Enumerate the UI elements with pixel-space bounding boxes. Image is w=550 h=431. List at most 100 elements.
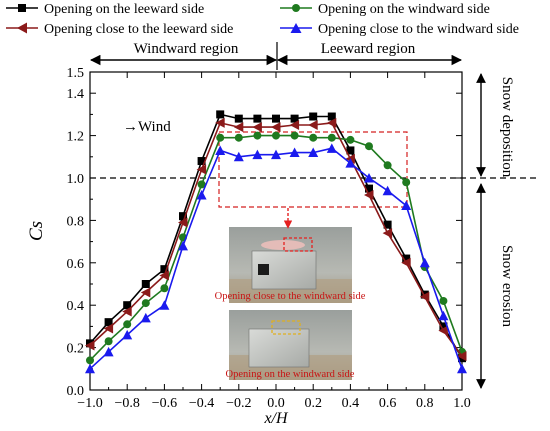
data-point-square [179, 212, 187, 221]
data-point-triangle-left [103, 323, 114, 334]
data-point-circle [383, 161, 392, 170]
data-point-square [160, 265, 169, 274]
data-point-circle [160, 284, 169, 293]
inset-photos: Opening close to the windward side Openi… [215, 131, 408, 380]
data-point-square [402, 254, 411, 263]
data-point-circle [346, 135, 355, 144]
data-point-circle [309, 133, 318, 142]
region-annotations: Windward region Leeward region [89, 41, 463, 70]
side-annotations: Snow deposition Snow erosion [476, 73, 515, 389]
data-point-square [272, 114, 280, 123]
plot-highlight-box [218, 131, 408, 208]
y-tick-label: 1.5 [67, 66, 85, 81]
data-point-triangle-up [271, 149, 281, 160]
data-point-square [104, 318, 113, 327]
y-tick-label: 0.6 [67, 257, 85, 272]
data-point-circle [327, 133, 336, 142]
data-point-triangle-up [103, 346, 114, 357]
legend-marker-triangle-left [17, 22, 27, 34]
y-axis-title: Cs [26, 221, 47, 241]
axis-ticks: −1.0 −0.8 −0.6 −0.4 −0.2 0.0 0.2 0.4 0.6 0.8 1.0 0.… [67, 66, 471, 411]
legend-item-0: Opening on the leeward side [6, 2, 204, 17]
y-tick-label: 1.4 [67, 87, 85, 102]
x-tick-label: −0.4 [189, 396, 214, 411]
data-point-triangle-up [457, 363, 467, 374]
data-point-triangle-left [252, 122, 262, 133]
data-point-triangle-up [382, 185, 393, 196]
snow-deposition-label: Snow deposition [499, 77, 515, 178]
data-point-triangle-up [401, 200, 412, 211]
photo-snow-drift [261, 240, 305, 250]
data-point-circle [365, 142, 373, 151]
data-point-triangle-up [345, 158, 356, 168]
x-tick-label: −0.6 [152, 396, 177, 411]
legend-item-2: Opening close to the leeward side [6, 22, 233, 37]
data-point-circle [197, 180, 206, 189]
y-tick-label: 0.8 [67, 214, 85, 229]
data-point-triangle-up [215, 145, 226, 155]
series-layer [85, 110, 467, 374]
leeward-region-label: Leeward region [321, 41, 416, 57]
data-point-square [197, 157, 206, 166]
inset-photo-top: Opening close to the windward side [215, 227, 366, 303]
legend-label-2: Opening close to the leeward side [44, 22, 233, 37]
data-point-circle [290, 131, 299, 140]
data-point-square [290, 114, 299, 123]
legend-marker-circle [292, 4, 300, 12]
data-point-square [365, 184, 373, 193]
x-tick-label: 0.2 [304, 396, 322, 411]
data-point-triangle-left [159, 270, 169, 281]
data-point-triangle-up [364, 173, 374, 183]
y-tick-label: 0.4 [67, 299, 85, 314]
data-point-triangle-left [233, 122, 244, 133]
series-3 [85, 143, 467, 374]
data-point-square [234, 114, 243, 123]
data-point-triangle-left [215, 117, 225, 128]
data-point-triangle-left [122, 306, 132, 317]
data-point-triangle-up [196, 189, 207, 200]
data-point-square [327, 112, 336, 121]
data-point-triangle-left [196, 164, 207, 175]
legend-label-1: Opening on the windward side [318, 2, 490, 17]
inset-caption-bottom: Opening on the windward side [226, 369, 355, 380]
legend-marker-triangle-up [290, 23, 302, 33]
data-point-triangle-left [289, 120, 300, 130]
windward-region-label: Windward region [134, 41, 239, 57]
data-point-square [141, 280, 150, 288]
data-point-triangle-up [122, 329, 133, 340]
data-point-triangle-left [382, 228, 393, 239]
snow-erosion-label: Snow erosion [499, 245, 515, 328]
data-point-square [123, 301, 132, 310]
data-point-circle [272, 131, 280, 140]
data-point-triangle-up [326, 143, 337, 153]
data-point-triangle-left [85, 340, 95, 351]
y-tick-label: 0.2 [67, 342, 85, 357]
data-point-triangle-left [140, 287, 151, 298]
data-point-circle [216, 133, 225, 142]
legend-label-3: Opening close to the windward side [318, 22, 519, 37]
data-point-triangle-left [364, 189, 374, 200]
x-axis-title: x/H [263, 410, 289, 427]
y-tick-label: 1.2 [67, 130, 85, 145]
y-tick-label: 1.0 [67, 172, 85, 187]
photo-highlight-box [271, 320, 301, 335]
data-point-square [216, 110, 225, 119]
data-point-triangle-up [419, 257, 430, 268]
x-tick-label: −0.2 [226, 396, 251, 411]
data-point-triangle-up [252, 149, 263, 160]
data-point-triangle-up [159, 300, 170, 310]
data-point-square [439, 322, 448, 331]
x-tick-label: −0.8 [114, 396, 139, 411]
data-point-triangle-up [289, 147, 300, 158]
data-point-square [253, 114, 262, 123]
data-point-triangle-left [271, 122, 281, 133]
data-point-triangle-up [85, 363, 95, 374]
photo-opening [258, 264, 269, 275]
x-tick-label: 0.6 [379, 396, 397, 411]
data-point-triangle-left [457, 351, 467, 362]
data-point-triangle-up [178, 240, 188, 251]
photo-building-model [248, 328, 310, 368]
legend-marker-square [18, 4, 26, 12]
legend-item-3: Opening close to the windward side [280, 22, 519, 37]
